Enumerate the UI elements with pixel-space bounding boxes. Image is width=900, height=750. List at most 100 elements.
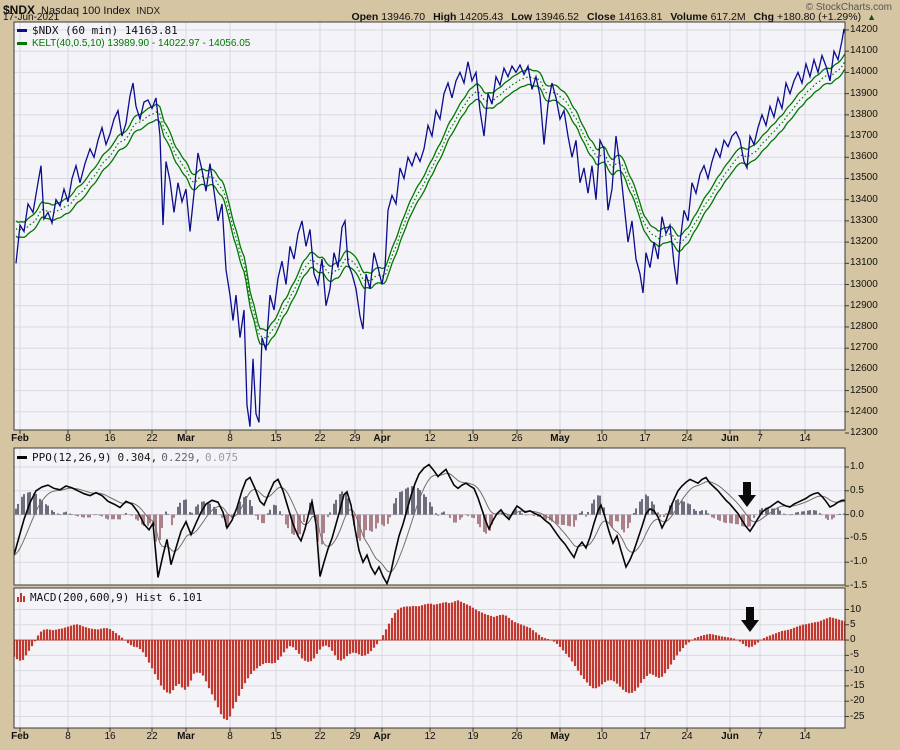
date-axis-label: 17: [639, 731, 651, 742]
ppo-signal-value: 0.229: [161, 451, 201, 464]
date-axis-label: 15: [270, 731, 282, 742]
date-axis-label: 14: [799, 731, 811, 742]
date-axis-label: 16: [104, 731, 116, 742]
macd-ytick-label: -5: [850, 649, 859, 661]
price-ytick-label: 12600: [850, 363, 878, 375]
date-axis-label: 19: [467, 433, 479, 444]
date-axis-label: 24: [681, 731, 693, 742]
date-axis-label: 22: [314, 731, 326, 742]
price-ytick-label: 12800: [850, 320, 878, 332]
date-axis-label: 16: [104, 433, 116, 444]
date-axis-label: 10: [596, 433, 608, 444]
up-triangle-icon: ▲: [867, 12, 876, 22]
price-ytick-label: 13700: [850, 130, 878, 142]
macd-ytick-label: 0: [850, 634, 856, 646]
date-axis-label: Apr: [373, 731, 391, 742]
price-ytick-label: 12900: [850, 299, 878, 311]
price-legend: $NDX (60 min) 14163.81 KELT(40,0.5,10) 1…: [17, 24, 250, 50]
quote-change: Chg +180.80 (+1.29%): [753, 11, 862, 23]
symbol: $NDX: [3, 3, 36, 17]
date-axis-label: Jun: [721, 731, 739, 742]
date-axis-label: 8: [65, 433, 71, 444]
date-axis-label: May: [550, 731, 570, 742]
price-legend-kelt: KELT(40,0.5,10) 13989.90 - 14022.97 - 14…: [17, 37, 250, 50]
date-axis-label: Jun: [721, 433, 739, 444]
quote-close: Close 14163.81: [587, 11, 663, 23]
price-ytick-label: 14000: [850, 66, 878, 78]
date-axis-label: May: [550, 433, 570, 444]
price-ytick-label: 13100: [850, 257, 878, 269]
date-axis-label: 26: [511, 433, 523, 444]
date-axis-label: Mar: [177, 731, 195, 742]
symbol-name: Nasdaq 100 Index: [41, 5, 131, 17]
date-axis-label: 24: [681, 433, 693, 444]
date-axis-label: Feb: [11, 731, 29, 742]
quote-open: Open 13946.70: [351, 11, 426, 23]
copyright: © StockCharts.com: [805, 2, 892, 13]
date-axis-label: 7: [757, 433, 763, 444]
price-ytick-label: 12500: [850, 384, 878, 396]
date-axis-label: 12: [424, 731, 436, 742]
price-ytick-label: 13500: [850, 172, 878, 184]
macd-ytick-label: -15: [850, 679, 865, 691]
quote-low: Low 13946.52: [511, 11, 580, 23]
price-ytick-label: 14200: [850, 24, 878, 35]
date-axis-label: 22: [314, 433, 326, 444]
price-ytick-label: 12300: [850, 427, 878, 438]
macd-ytick-label: -20: [850, 695, 865, 707]
date-axis-label: 22: [146, 433, 158, 444]
price-ytick-label: 13400: [850, 193, 878, 205]
price-ytick-label: 13200: [850, 236, 878, 248]
price-ytick-label: 13900: [850, 87, 878, 99]
quote-row: Open 13946.70 High 14205.43 Low 13946.52 Cl…: [351, 11, 876, 23]
date-axis-label: 15: [270, 433, 282, 444]
ppo-ytick-label: 1.0: [850, 461, 864, 472]
price-legend-ndx: $NDX (60 min) 14163.81: [17, 24, 250, 37]
date-axis-label: 26: [511, 731, 523, 742]
price-ytick-label: 13600: [850, 151, 878, 163]
price-ytick-label: 12700: [850, 342, 878, 354]
ppo-ytick-label: -1.5: [850, 580, 868, 591]
price-ytick-label: 12400: [850, 405, 878, 417]
chart-header: $NDX Nasdaq 100 Index INDX: [3, 1, 160, 19]
date-axis-label: 8: [65, 731, 71, 742]
macd-ytick-label: 5: [850, 618, 856, 630]
price-ytick-label: 13300: [850, 214, 878, 226]
quote-volume: Volume 617.2M: [670, 11, 746, 23]
date-axis-label: 14: [799, 433, 811, 444]
ppo-legend: PPO(12,26,9) 0.304 0.229 0.075: [17, 451, 238, 464]
quote-high: High 14205.43: [433, 11, 504, 23]
date-axis-label: 29: [349, 731, 361, 742]
date-axis-label: Feb: [11, 433, 29, 444]
macd-ytick-label: 10: [850, 603, 862, 615]
date-axis-label: 29: [349, 433, 361, 444]
chart-date: 17-Jun-2021: [3, 12, 60, 23]
date-axis-label: 17: [639, 433, 651, 444]
date-axis-label: 19: [467, 731, 479, 742]
date-axis-label: Apr: [373, 433, 391, 444]
line-swatch-icon: [17, 456, 27, 459]
date-axis-label: 10: [596, 731, 608, 742]
macd-legend: MACD(200,600,9) Hist 6.101: [17, 591, 202, 604]
price-ytick-label: 14100: [850, 45, 878, 57]
macd-ytick-label: -10: [850, 664, 865, 676]
price-ytick-label: 13800: [850, 108, 878, 120]
ppo-value: 0.304: [117, 451, 157, 464]
line-swatch-icon: [17, 29, 27, 32]
price-ytick-label: 13000: [850, 278, 878, 290]
down-arrow-annotation: [738, 482, 756, 507]
date-axis-label: 8: [227, 731, 233, 742]
date-axis-label: Mar: [177, 433, 195, 444]
ppo-hist-value: 0.075: [204, 451, 239, 464]
date-axis-label: 7: [757, 731, 763, 742]
line-swatch-icon: [17, 42, 27, 45]
down-arrow-annotation: [741, 607, 759, 632]
macd-ytick-label: -25: [850, 710, 865, 722]
ppo-ytick-label: 0.5: [850, 484, 864, 496]
ppo-ytick-label: -0.5: [850, 532, 868, 544]
histogram-swatch-icon: [17, 593, 25, 602]
ppo-ytick-label: -1.0: [850, 556, 868, 568]
